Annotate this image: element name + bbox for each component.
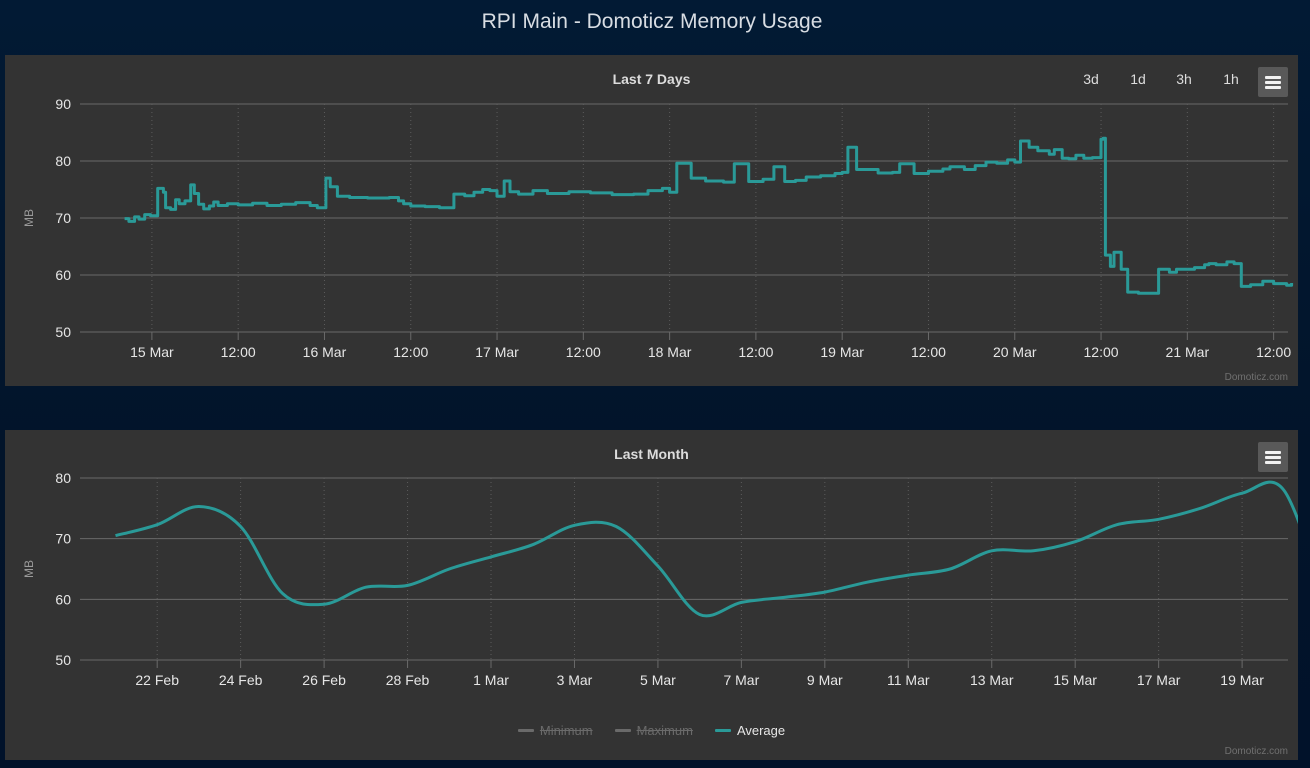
hamburger-icon-bar (1265, 461, 1281, 464)
hamburger-icon-bar (1265, 76, 1281, 79)
x-tick-label: 16 Mar (303, 344, 347, 360)
chart-legend: Minimum Maximum Average (5, 720, 1298, 740)
y-tick-label: 70 (55, 210, 71, 226)
x-tick-label: 22 Feb (135, 672, 179, 688)
series-line (115, 480, 1298, 618)
y-tick-label: 60 (55, 591, 71, 607)
legend-swatch (517, 728, 534, 732)
y-tick-label: 80 (55, 153, 71, 169)
legend-label: Average (736, 722, 786, 738)
y-tick-label: 90 (55, 96, 71, 112)
range-button-3h[interactable]: 3h (1176, 71, 1192, 87)
x-tick-label: 17 Mar (1137, 672, 1181, 688)
chart-menu-button[interactable] (1258, 442, 1288, 472)
hamburger-icon-bar (1265, 451, 1281, 454)
x-tick-label: 7 Mar (723, 672, 759, 688)
y-tick-label: 80 (55, 470, 71, 486)
chart-7-days-svg: 50 60 70 80 90 MB 15 Mar 12:00 16 Mar 12:00 17 Mar… (22, 96, 1294, 360)
y-tick-label: 60 (55, 267, 71, 283)
legend-item-minimum[interactable]: Minimum (517, 720, 593, 740)
x-tick-label: 21 Mar (1166, 344, 1210, 360)
x-tick-label: 5 Mar (640, 672, 676, 688)
x-tick-label: 1 Mar (473, 672, 509, 688)
x-tick-label: 12:00 (566, 344, 601, 360)
range-button-1d[interactable]: 1d (1130, 71, 1146, 87)
x-tick-label: 12:00 (1256, 344, 1291, 360)
legend-item-average[interactable]: Average (714, 720, 786, 740)
credits-link[interactable]: Domoticz.com (1224, 746, 1288, 757)
x-tick-label: 12:00 (221, 344, 256, 360)
page-title: RPI Main - Domoticz Memory Usage (481, 10, 823, 33)
x-tick-label: 9 Mar (807, 672, 843, 688)
x-tick-label: 24 Feb (219, 672, 263, 688)
hamburger-icon-bar (1265, 86, 1281, 89)
x-tick-label: 19 Mar (820, 344, 864, 360)
range-button-3d[interactable]: 3d (1083, 71, 1099, 87)
x-tick-label: 13 Mar (970, 672, 1014, 688)
legend-swatch (714, 728, 731, 732)
y-axis-title: MB (22, 209, 36, 227)
x-tick-label: 3 Mar (557, 672, 593, 688)
chart-panel-7-days: 50 60 70 80 90 MB 15 Mar 12:00 16 Mar 12:00 17 Mar… (5, 55, 1298, 386)
y-axis-title: MB (22, 560, 36, 578)
x-tick-label: 26 Feb (302, 672, 346, 688)
x-tick-label: 19 Mar (1220, 672, 1264, 688)
legend-label: Maximum (636, 722, 693, 738)
x-tick-label: 20 Mar (993, 344, 1037, 360)
y-tick-label: 50 (55, 652, 71, 668)
y-tick-label: 50 (55, 324, 71, 340)
legend-swatch (614, 728, 631, 732)
chart-title: Last Month (614, 446, 689, 462)
x-tick-label: 17 Mar (475, 344, 519, 360)
y-tick-label: 70 (55, 531, 71, 547)
x-tick-label: 28 Feb (386, 672, 430, 688)
chart-panel-last-month: 50 60 70 80 MB 22 Feb 24 Feb 26 Feb 28 Feb 1 Mar 3… (5, 430, 1298, 760)
x-tick-label: 18 Mar (648, 344, 692, 360)
chart-menu-button[interactable] (1258, 67, 1288, 97)
chart-title: Last 7 Days (612, 71, 691, 87)
range-button-1h[interactable]: 1h (1223, 71, 1239, 87)
x-tick-label: 15 Mar (1053, 672, 1097, 688)
credits-link[interactable]: Domoticz.com (1224, 372, 1288, 383)
legend-item-maximum[interactable]: Maximum (614, 720, 693, 740)
x-tick-label: 12:00 (738, 344, 773, 360)
x-tick-label: 12:00 (911, 344, 946, 360)
series-line (124, 136, 1294, 295)
legend-label: Minimum (539, 722, 593, 738)
x-tick-label: 12:00 (1084, 344, 1119, 360)
x-tick-label: 15 Mar (130, 344, 174, 360)
hamburger-icon-bar (1265, 81, 1281, 84)
x-tick-label: 12:00 (393, 344, 428, 360)
hamburger-icon-bar (1265, 456, 1281, 459)
chart-last-month-svg: 50 60 70 80 MB 22 Feb 24 Feb 26 Feb 28 Feb 1 Mar 3… (22, 470, 1298, 688)
x-tick-label: 11 Mar (887, 672, 930, 688)
